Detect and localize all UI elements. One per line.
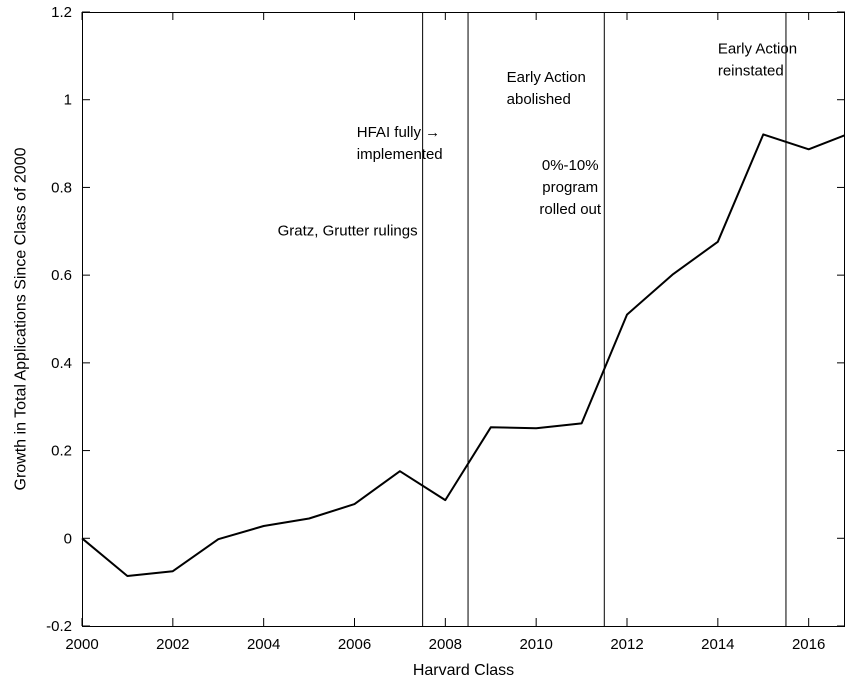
annotations: Gratz, Grutter rulings HFAI fully → implem… xyxy=(278,41,797,240)
x-tick-label: 2008 xyxy=(429,636,462,653)
annotation: Early Action abolished xyxy=(507,69,586,108)
x-tick-label: 2000 xyxy=(65,636,98,653)
y-axis-label: Growth in Total Applications Since Class… xyxy=(13,147,30,490)
y-tick-label: 0 xyxy=(64,530,72,547)
series-line xyxy=(81,133,845,577)
y-tick-label: 0.6 xyxy=(51,267,72,284)
y-tick-label: 1 xyxy=(64,92,72,109)
x-tick-label: 2006 xyxy=(338,636,371,653)
x-tick-labels: 2000 2002 2004 2006 2008 2010 2012 2014 2016 xyxy=(65,636,825,653)
tick-marks xyxy=(81,11,845,627)
annotation: Gratz, Grutter rulings xyxy=(278,223,418,240)
x-tick-label: 2012 xyxy=(610,636,643,653)
x-axis-label: Harvard Class xyxy=(413,662,514,679)
y-tick-label: 0.2 xyxy=(51,443,72,460)
x-tick-label: 2002 xyxy=(156,636,189,653)
plot-frame xyxy=(82,12,845,627)
x-tick-label: 2016 xyxy=(792,636,825,653)
y-tick-label: 0.4 xyxy=(51,355,72,372)
annotation: HFAI fully → implemented xyxy=(357,124,443,163)
series-layer xyxy=(81,133,845,577)
y-tick-label: 0.8 xyxy=(51,179,72,196)
event-lines xyxy=(422,12,787,626)
x-tick-label: 2010 xyxy=(519,636,552,653)
x-tick-label: 2014 xyxy=(701,636,734,653)
x-tick-label: 2004 xyxy=(247,636,280,653)
y-tick-label: -0.2 xyxy=(46,618,72,635)
y-tick-label: 1.2 xyxy=(51,4,72,21)
y-tick-labels: -0.2 0 0.2 0.4 0.6 0.8 1 1.2 xyxy=(46,4,72,635)
annotation: Early Action reinstated xyxy=(718,41,797,80)
annotation: 0%-10% program rolled out xyxy=(539,157,602,218)
